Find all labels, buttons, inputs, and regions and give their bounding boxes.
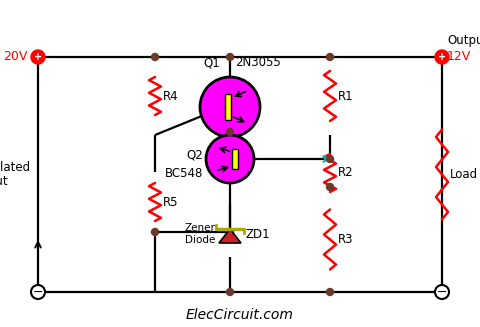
Text: ZD1: ZD1	[245, 228, 270, 240]
Text: R5: R5	[163, 196, 179, 209]
Bar	[225, 94, 231, 120]
Circle shape	[326, 156, 334, 163]
Circle shape	[31, 285, 45, 299]
Circle shape	[435, 285, 449, 299]
Circle shape	[326, 288, 334, 296]
Text: 12V: 12V	[447, 50, 471, 63]
Circle shape	[227, 229, 233, 235]
Text: Q1: Q1	[204, 56, 220, 69]
Circle shape	[31, 50, 45, 64]
Circle shape	[326, 54, 334, 60]
Text: Q2: Q2	[186, 148, 203, 162]
Text: BC548: BC548	[165, 167, 203, 180]
Text: R3: R3	[338, 233, 353, 246]
Text: ElecCircuit.com: ElecCircuit.com	[186, 308, 294, 322]
Circle shape	[152, 54, 158, 60]
Text: R1: R1	[338, 90, 354, 102]
Text: Output: Output	[447, 34, 480, 47]
Text: −: −	[437, 285, 447, 299]
Text: 20V: 20V	[4, 50, 28, 63]
Ellipse shape	[206, 135, 254, 183]
Text: Zener
Diode: Zener Diode	[184, 223, 215, 245]
Circle shape	[435, 50, 449, 64]
Circle shape	[227, 288, 233, 296]
Text: +: +	[34, 52, 42, 62]
Bar	[232, 149, 238, 169]
Polygon shape	[219, 229, 241, 243]
Text: R2: R2	[338, 166, 354, 180]
Text: R4: R4	[163, 90, 179, 102]
Ellipse shape	[200, 77, 260, 137]
Circle shape	[326, 183, 334, 191]
Circle shape	[152, 229, 158, 235]
Circle shape	[227, 129, 233, 135]
Text: −: −	[33, 285, 43, 299]
Text: Load: Load	[450, 168, 478, 181]
Text: Unregulated
Input: Unregulated Input	[0, 161, 30, 188]
Circle shape	[227, 54, 233, 60]
Text: 2N3055: 2N3055	[235, 56, 281, 69]
Text: +: +	[438, 52, 446, 62]
